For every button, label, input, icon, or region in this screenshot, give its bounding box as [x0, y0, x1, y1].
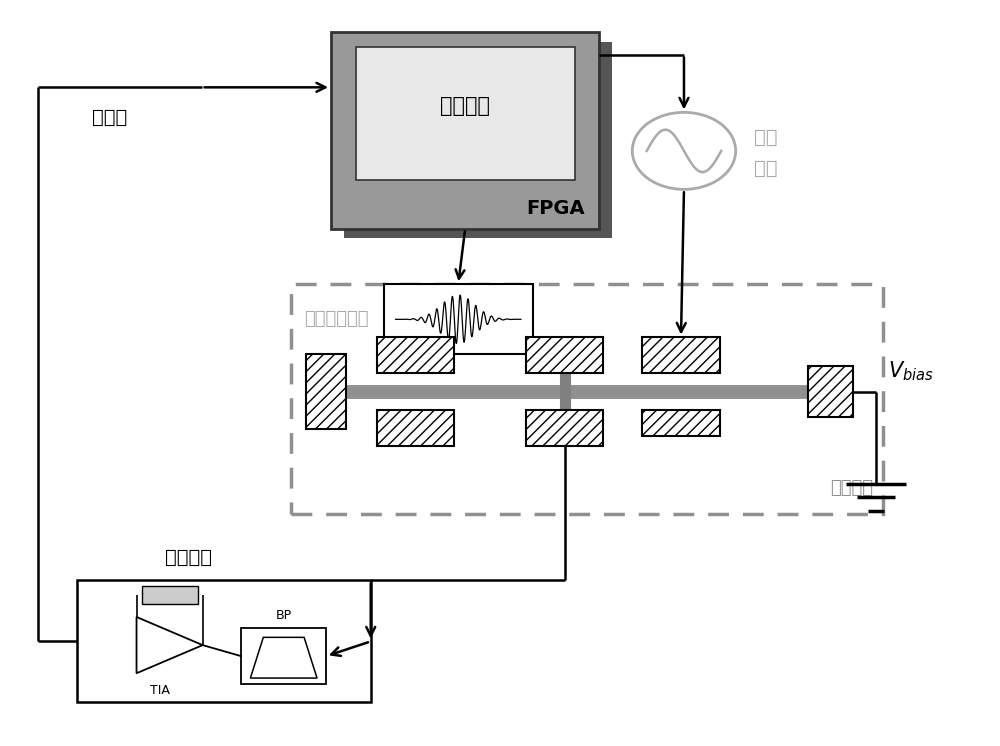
Bar — [526, 410, 603, 445]
Bar — [142, 586, 198, 604]
Bar — [291, 284, 883, 514]
Bar — [241, 628, 326, 684]
Text: TIA: TIA — [150, 684, 170, 698]
Text: 接口电路: 接口电路 — [165, 548, 212, 567]
Bar — [306, 354, 346, 428]
Text: BP: BP — [276, 609, 292, 621]
Bar — [642, 337, 720, 373]
Bar — [526, 337, 603, 373]
Bar — [331, 32, 599, 228]
Polygon shape — [137, 617, 203, 673]
Polygon shape — [250, 637, 317, 678]
Text: 识别结果: 识别结果 — [440, 96, 490, 116]
Text: 待测调制信号: 待测调制信号 — [304, 310, 369, 328]
Bar — [808, 366, 853, 418]
Circle shape — [632, 113, 736, 189]
Text: 真空封装: 真空封装 — [830, 480, 873, 498]
Text: FPGA: FPGA — [526, 198, 585, 218]
Text: 泵浦: 泵浦 — [754, 128, 777, 147]
Bar — [377, 410, 454, 445]
Bar — [377, 337, 454, 373]
Text: 信号: 信号 — [754, 159, 777, 178]
Bar — [77, 580, 371, 703]
Bar — [344, 42, 612, 238]
Bar — [384, 284, 533, 354]
Bar — [642, 410, 720, 436]
Text: 采集端: 采集端 — [92, 107, 128, 127]
Bar — [356, 47, 575, 181]
Text: $V_{bias}$: $V_{bias}$ — [888, 359, 934, 383]
